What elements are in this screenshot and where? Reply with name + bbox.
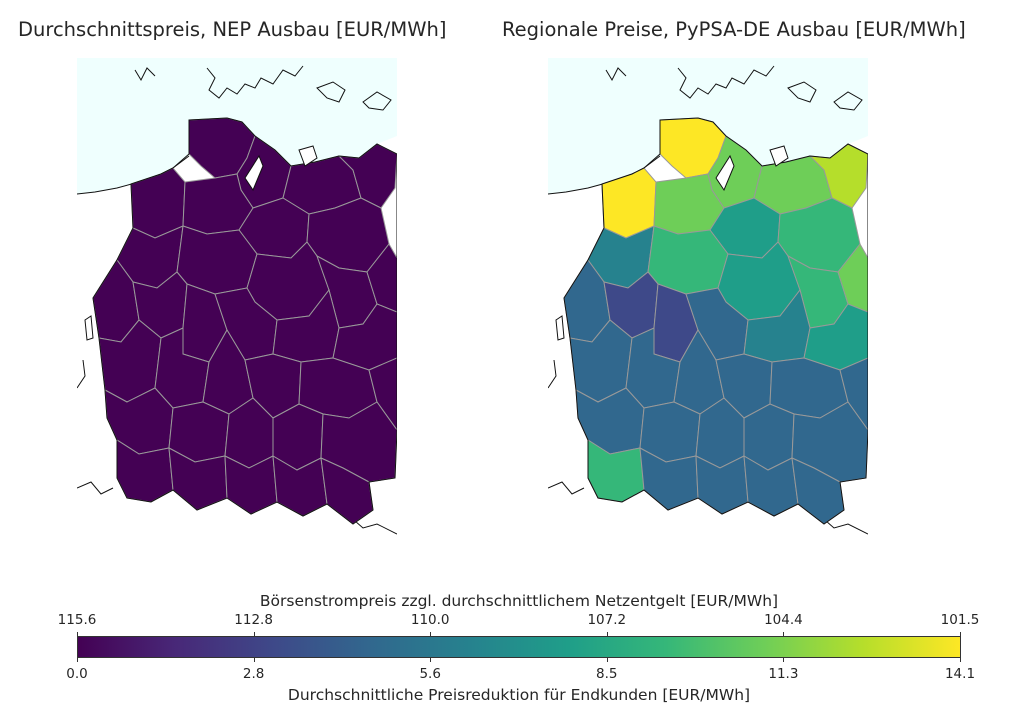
colorbar-bottom-tick-mark bbox=[430, 658, 432, 662]
colorbar-bottom-tick-label: 2.8 bbox=[242, 666, 265, 682]
colorbar-top-tick-mark bbox=[783, 632, 785, 636]
sea-area bbox=[548, 58, 868, 194]
colorbar-top-tick-mark bbox=[606, 632, 608, 636]
colorbar-top-tick-label: 107.2 bbox=[587, 612, 627, 628]
region-25 bbox=[839, 357, 868, 431]
lake-icons bbox=[555, 145, 789, 341]
colorbar-top-tick-label: 101.5 bbox=[940, 612, 980, 628]
region-25 bbox=[368, 357, 397, 431]
region-13 bbox=[837, 243, 868, 313]
colorbar-top-tick-label: 104.4 bbox=[764, 612, 803, 628]
colorbar-bottom-tick-mark bbox=[960, 658, 961, 662]
colorbar-bottom-tick-label: 8.5 bbox=[596, 666, 618, 682]
colorbar-top-tick-mark bbox=[960, 632, 961, 636]
colorbar-top-tick-mark bbox=[253, 632, 255, 636]
colorbar-top-tick-label: 112.8 bbox=[234, 612, 273, 628]
country-outline bbox=[563, 117, 868, 525]
colorbar-bottom-tick-mark bbox=[253, 658, 255, 662]
right-map-regions bbox=[563, 117, 868, 525]
colorbar-top-tick-label: 115.6 bbox=[57, 612, 97, 628]
lake-icon bbox=[244, 154, 264, 192]
colorbar-bottom-tick-mark bbox=[783, 658, 785, 662]
left-map-regions bbox=[92, 117, 397, 525]
lake-icon bbox=[84, 315, 94, 341]
colorbar-bottom-tick-label: 0.0 bbox=[66, 666, 88, 682]
colorbar-top-tick-mark bbox=[430, 632, 432, 636]
colorbar-bottom-tick-mark bbox=[77, 658, 78, 662]
lake-icon bbox=[769, 145, 789, 167]
lake-icons bbox=[84, 145, 318, 341]
lake-icon bbox=[555, 315, 565, 341]
country-outline bbox=[92, 117, 397, 525]
lake-icon bbox=[298, 145, 318, 167]
sea-area bbox=[77, 58, 397, 194]
colorbar-bottom-tick-label: 14.1 bbox=[944, 666, 976, 682]
lake-icon bbox=[715, 154, 735, 192]
colorbar-top-tick-mark bbox=[77, 632, 78, 636]
colorbar-top-tick-label: 110.0 bbox=[410, 612, 450, 628]
left-map bbox=[77, 58, 397, 546]
left-map-title: Durchschnittspreis, NEP Ausbau [EUR/MWh] bbox=[18, 18, 447, 41]
colorbar-top-axis-label: Börsenstrompreis zzgl. durchschnittliche… bbox=[259, 592, 779, 610]
colorbar-bottom-axis-label: Durchschnittliche Preisreduktion für End… bbox=[287, 686, 751, 704]
region-13 bbox=[366, 243, 397, 313]
right-map bbox=[548, 58, 868, 546]
colorbar-bottom-tick-label: 5.6 bbox=[419, 666, 441, 682]
right-map-title: Regionale Preise, PyPSA-DE Ausbau [EUR/M… bbox=[502, 18, 966, 41]
colorbar bbox=[77, 636, 961, 658]
colorbar-bottom-tick-mark bbox=[606, 658, 608, 662]
colorbar-bottom-tick-label: 11.3 bbox=[768, 666, 799, 682]
